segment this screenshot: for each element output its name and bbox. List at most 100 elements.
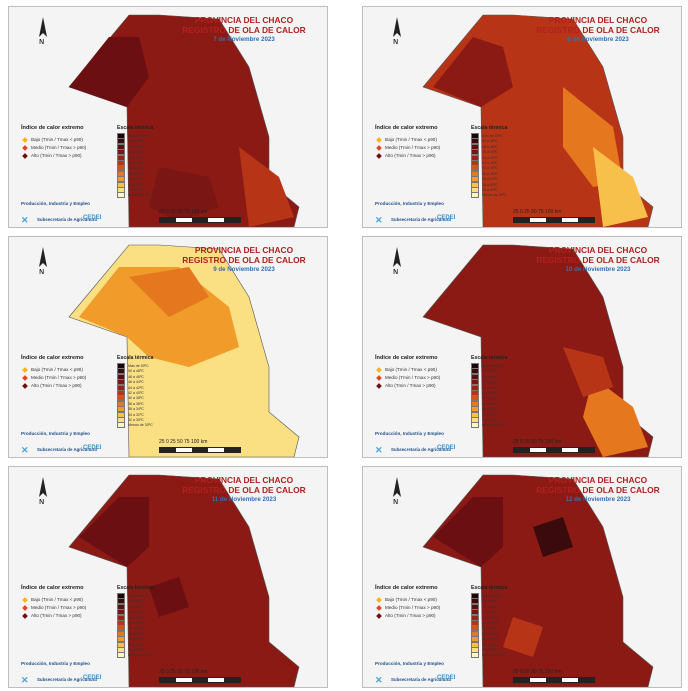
north-arrow-icon: N bbox=[33, 477, 53, 505]
svg-text:N: N bbox=[39, 38, 44, 45]
scale-title: Escala térmica bbox=[117, 125, 154, 131]
scale-label: 25 0 25 50 75 100 km bbox=[159, 439, 208, 445]
cedei-logo: CEDEI bbox=[437, 675, 456, 681]
map-panel-3: N PROVINCIA DEL CHACO REGISTRO DE OLA DE… bbox=[8, 236, 328, 458]
legend-item-medium: Medio (Tmin / Tmax > p90) bbox=[376, 144, 440, 151]
map-panel-5: N PROVINCIA DEL CHACO REGISTRO DE OLA DE… bbox=[8, 466, 328, 688]
legend-item-high: Alto (Tmin / Tmax > p90) bbox=[376, 612, 436, 619]
institution-sub: Subsecretaría de Agricultura bbox=[37, 677, 97, 682]
institution-icon: ✕ bbox=[21, 675, 29, 685]
institution-sub: Subsecretaría de Agricultura bbox=[391, 217, 451, 222]
cedei-logo: CEDEI bbox=[83, 445, 102, 451]
scale-item: Menos de 30ºC bbox=[117, 422, 153, 429]
scale-bar bbox=[159, 677, 241, 683]
map-date: 10 de Noviembre 2023 bbox=[565, 266, 631, 273]
legend-item-high: Alto (Tmin / Tmax > p90) bbox=[22, 612, 82, 619]
province-map bbox=[68, 14, 300, 227]
map-date: 11 de Noviembre 2023 bbox=[211, 496, 277, 503]
province-map bbox=[68, 474, 300, 687]
legend-item-low: Bajo (Tmin / Tmax < p90) bbox=[22, 136, 83, 143]
institution-sub: Subsecretaría de Agricultura bbox=[37, 217, 97, 222]
scale-title: Escala térmica bbox=[471, 585, 508, 591]
legend-title: Índice de calor extremo bbox=[21, 585, 84, 591]
scale-title: Escala térmica bbox=[471, 355, 508, 361]
legend-title: Índice de calor extremo bbox=[375, 125, 438, 131]
scale-item: Menos de 30ºC bbox=[117, 192, 153, 199]
legend-item-medium: Medio (Tmin / Tmax > p90) bbox=[22, 604, 86, 611]
scale-title: Escala térmica bbox=[117, 585, 154, 591]
cedei-logo: CEDEI bbox=[83, 675, 102, 681]
institution-name: Producción, Industria y Empleo bbox=[21, 431, 90, 436]
scale-bar bbox=[513, 447, 595, 453]
map-panel-4: N PROVINCIA DEL CHACO REGISTRO DE OLA DE… bbox=[362, 236, 682, 458]
institution-name: Producción, Industria y Empleo bbox=[375, 431, 444, 436]
map-panel-1: N PROVINCIA DEL CHACO REGISTRO DE OLA DE… bbox=[8, 6, 328, 228]
scale-title: Escala térmica bbox=[471, 125, 508, 131]
map-date: 8 de Noviembre 2023 bbox=[567, 36, 629, 43]
legend-item-high: Alto (Tmin / Tmax > p90) bbox=[376, 382, 436, 389]
svg-text:N: N bbox=[393, 498, 398, 505]
scale-bar bbox=[159, 217, 241, 223]
legend-item-low: Bajo (Tmin / Tmax < p90) bbox=[376, 596, 437, 603]
cedei-logo: CEDEI bbox=[437, 445, 456, 451]
legend-title: Índice de calor extremo bbox=[375, 585, 438, 591]
province-map bbox=[422, 244, 654, 457]
institution-icon: ✕ bbox=[375, 675, 383, 685]
map-title: PROVINCIA DEL CHACO REGISTRO DE OLA DE C… bbox=[523, 475, 673, 504]
map-title: PROVINCIA DEL CHACO REGISTRO DE OLA DE C… bbox=[169, 245, 319, 274]
legend-item-low: Bajo (Tmin / Tmax < p90) bbox=[22, 596, 83, 603]
north-arrow-icon: N bbox=[387, 477, 407, 505]
province-map bbox=[68, 244, 300, 457]
north-arrow-icon: N bbox=[33, 247, 53, 275]
institution-icon: ✕ bbox=[375, 215, 383, 225]
province-map bbox=[422, 474, 654, 687]
svg-text:N: N bbox=[393, 38, 398, 45]
institution-sub: Subsecretaría de Agricultura bbox=[37, 447, 97, 452]
scale-label: 25 0 25 50 75 100 km bbox=[159, 209, 208, 215]
legend-item-low: Bajo (Tmin / Tmax < p90) bbox=[22, 366, 83, 373]
institution-icon: ✕ bbox=[21, 445, 29, 455]
institution-name: Producción, Industria y Empleo bbox=[21, 661, 90, 666]
legend-title: Índice de calor extremo bbox=[21, 355, 84, 361]
scale-label: 25 0 25 50 75 100 km bbox=[159, 669, 208, 675]
scale-bar bbox=[159, 447, 241, 453]
institution-sub: Subsecretaría de Agricultura bbox=[391, 677, 451, 682]
legend-item-medium: Medio (Tmin / Tmax > p90) bbox=[22, 144, 86, 151]
scale-title: Escala térmica bbox=[117, 355, 154, 361]
cedei-logo: CEDEI bbox=[437, 215, 456, 221]
scale-item: Menos de 30ºC bbox=[471, 192, 507, 199]
svg-text:N: N bbox=[39, 498, 44, 505]
map-title: PROVINCIA DEL CHACO REGISTRO DE OLA DE C… bbox=[169, 15, 319, 44]
svg-text:N: N bbox=[39, 268, 44, 275]
north-arrow-icon: N bbox=[33, 17, 53, 45]
scale-label: 25 0 25 50 75 100 km bbox=[513, 209, 562, 215]
scale-item: Menos de 30ºC bbox=[117, 652, 153, 659]
legend-item-medium: Medio (Tmin / Tmax > p90) bbox=[22, 374, 86, 381]
province-map bbox=[422, 14, 654, 227]
legend-item-high: Alto (Tmin / Tmax > p90) bbox=[22, 382, 82, 389]
map-title: PROVINCIA DEL CHACO REGISTRO DE OLA DE C… bbox=[523, 245, 673, 274]
svg-text:N: N bbox=[393, 268, 398, 275]
map-date: 12 de Noviembre 2023 bbox=[565, 496, 631, 503]
map-title: PROVINCIA DEL CHACO REGISTRO DE OLA DE C… bbox=[169, 475, 319, 504]
north-arrow-icon: N bbox=[387, 247, 407, 275]
institution-sub: Subsecretaría de Agricultura bbox=[391, 447, 451, 452]
legend-item-high: Alto (Tmin / Tmax > p90) bbox=[22, 152, 82, 159]
scale-bar bbox=[513, 677, 595, 683]
map-date: 7 de Noviembre 2023 bbox=[213, 36, 275, 43]
legend-item-high: Alto (Tmin / Tmax > p90) bbox=[376, 152, 436, 159]
north-arrow-icon: N bbox=[387, 17, 407, 45]
map-panel-2: N PROVINCIA DEL CHACO REGISTRO DE OLA DE… bbox=[362, 6, 682, 228]
legend-title: Índice de calor extremo bbox=[375, 355, 438, 361]
scale-label: 25 0 25 50 75 100 km bbox=[513, 669, 562, 675]
institution-name: Producción, Industria y Empleo bbox=[375, 661, 444, 666]
institution-name: Producción, Industria y Empleo bbox=[375, 201, 444, 206]
cedei-logo: CEDEI bbox=[83, 215, 102, 221]
legend-item-low: Bajo (Tmin / Tmax < p90) bbox=[376, 136, 437, 143]
map-date: 9 de Noviembre 2023 bbox=[213, 266, 275, 273]
legend-title: Índice de calor extremo bbox=[21, 125, 84, 131]
legend-item-medium: Medio (Tmin / Tmax > p90) bbox=[376, 604, 440, 611]
scale-item: Menos de 30ºC bbox=[471, 652, 507, 659]
map-panel-6: N PROVINCIA DEL CHACO REGISTRO DE OLA DE… bbox=[362, 466, 682, 688]
